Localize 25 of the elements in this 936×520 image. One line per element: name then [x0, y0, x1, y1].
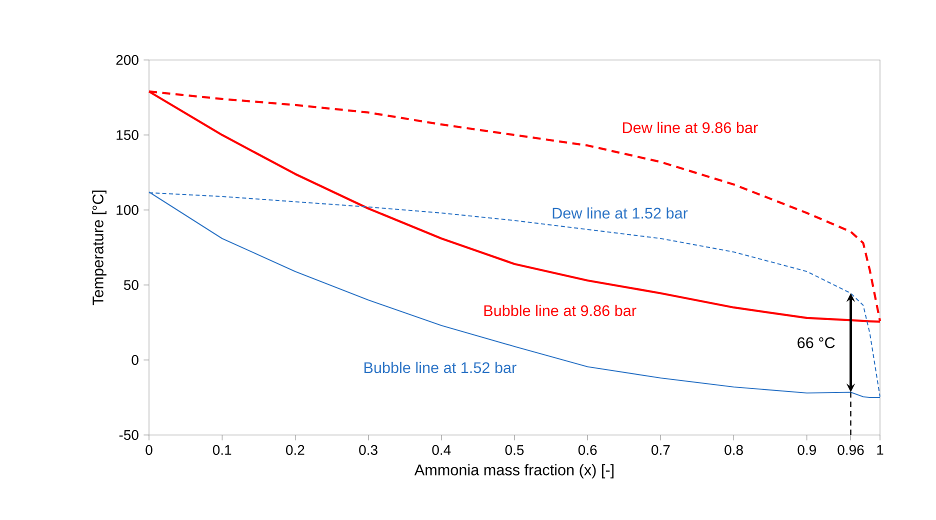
x-tick-label: 1: [877, 445, 884, 455]
x-tick-label: 0.4: [432, 445, 451, 455]
x-tick-label: 0.1: [212, 445, 232, 455]
x-tick-label: 0.3: [359, 445, 378, 455]
x-tick-label: 0.96: [838, 445, 864, 455]
x-tick-label: 0.7: [652, 445, 670, 455]
y-tick-label: 100: [116, 205, 138, 215]
series-label: Dew line at 9.86 bar: [623, 122, 758, 134]
x-tick-label: 0.8: [724, 445, 743, 455]
y-tick-label: 50: [124, 280, 138, 290]
x-tick-label: 0.2: [286, 445, 304, 455]
x-axis-title: Ammonia mass fraction (x) [-]: [414, 464, 614, 478]
x-tick-label: 0.5: [505, 445, 524, 455]
x-tick-label: 0: [146, 445, 152, 455]
series-label: Bubble line at 1.52 bar: [364, 362, 516, 374]
series-label: Bubble line at 9.86 bar: [484, 304, 636, 316]
x-tick-label: 0.9: [798, 445, 816, 455]
y-tick-label: 150: [116, 130, 138, 140]
x-tick-label: 0.6: [578, 445, 597, 455]
annotation: 66 °C: [798, 337, 835, 348]
y-tick-label: 200: [116, 55, 138, 65]
series-label: Dew line at 1.52 bar: [552, 207, 688, 219]
y-tick-label: 0: [132, 355, 138, 365]
y-axis-title: Temperature [°C]: [92, 190, 106, 306]
y-tick-label: -50: [119, 430, 138, 440]
